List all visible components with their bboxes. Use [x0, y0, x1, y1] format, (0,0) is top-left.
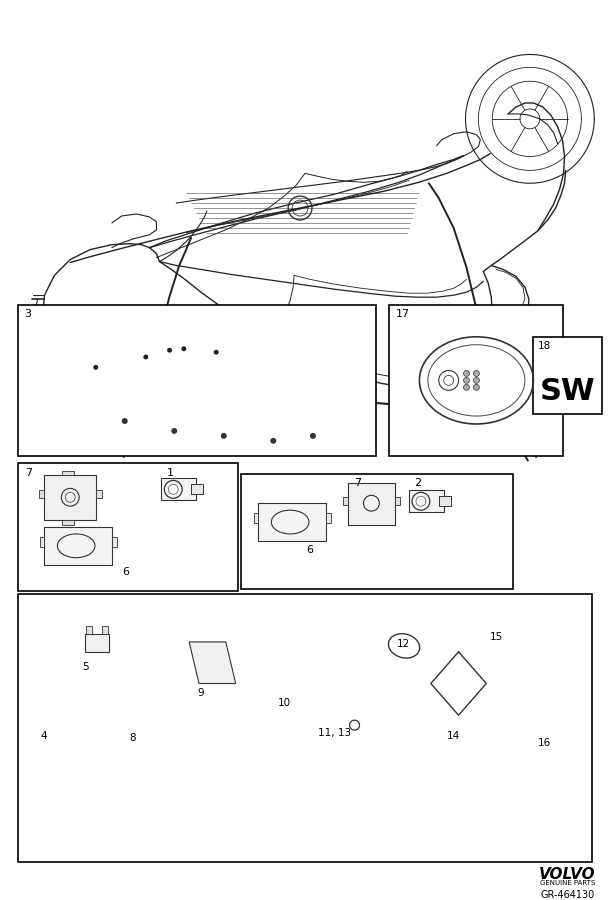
Bar	[161, 479, 196, 500]
Bar	[102, 626, 108, 634]
Bar	[258, 503, 326, 541]
Text: 5: 5	[82, 662, 89, 671]
Text: GENUINE PARTS: GENUINE PARTS	[540, 879, 595, 886]
Text: 16: 16	[538, 738, 551, 748]
Circle shape	[464, 377, 469, 383]
Circle shape	[214, 350, 219, 355]
Circle shape	[172, 428, 177, 434]
Bar	[96, 491, 102, 499]
Bar	[62, 471, 74, 475]
Circle shape	[310, 433, 316, 439]
Bar	[191, 484, 203, 494]
Bar	[347, 483, 395, 525]
Text: 11, 13: 11, 13	[318, 728, 351, 738]
Bar	[112, 537, 117, 547]
Circle shape	[122, 418, 128, 424]
Bar	[39, 537, 44, 547]
Bar	[44, 527, 112, 564]
Text: 2: 2	[414, 479, 421, 489]
Text: 1: 1	[166, 468, 173, 478]
Circle shape	[221, 433, 227, 439]
Bar	[44, 475, 96, 520]
Bar	[57, 657, 65, 669]
Bar	[395, 498, 400, 505]
Text: 4: 4	[41, 731, 47, 741]
Text: 18: 18	[538, 341, 551, 351]
Text: VOLVO: VOLVO	[539, 867, 596, 882]
Circle shape	[474, 377, 479, 383]
Bar	[86, 626, 92, 634]
Text: 3: 3	[25, 309, 32, 320]
Circle shape	[271, 437, 276, 444]
Text: 7: 7	[25, 468, 32, 478]
Text: SW: SW	[540, 377, 595, 406]
Bar	[39, 491, 44, 499]
Text: 7: 7	[355, 479, 362, 489]
Bar	[18, 463, 237, 591]
Circle shape	[181, 346, 186, 351]
Circle shape	[464, 371, 469, 376]
Text: 10: 10	[278, 698, 292, 708]
Polygon shape	[189, 642, 236, 683]
Circle shape	[474, 384, 479, 391]
Circle shape	[143, 355, 148, 359]
Circle shape	[167, 347, 172, 353]
Bar	[409, 491, 443, 512]
Bar	[389, 305, 563, 455]
Text: 17: 17	[396, 309, 410, 320]
Bar	[253, 513, 258, 523]
Bar	[18, 594, 592, 862]
Bar	[438, 496, 451, 506]
Bar	[18, 305, 376, 455]
Text: 6: 6	[306, 544, 314, 554]
Circle shape	[474, 371, 479, 376]
Circle shape	[464, 384, 469, 391]
Circle shape	[93, 364, 98, 370]
Bar	[85, 634, 109, 652]
Text: GR-464130: GR-464130	[541, 889, 595, 900]
Text: 6: 6	[122, 567, 129, 577]
Text: 15: 15	[490, 632, 504, 642]
Text: 8: 8	[130, 733, 137, 743]
Text: 12: 12	[397, 639, 410, 649]
Bar	[533, 337, 602, 414]
Text: 14: 14	[446, 731, 460, 741]
Bar	[62, 520, 74, 525]
Text: 9: 9	[197, 688, 204, 698]
Bar	[343, 498, 347, 505]
Bar	[326, 513, 331, 523]
Bar	[240, 473, 513, 590]
